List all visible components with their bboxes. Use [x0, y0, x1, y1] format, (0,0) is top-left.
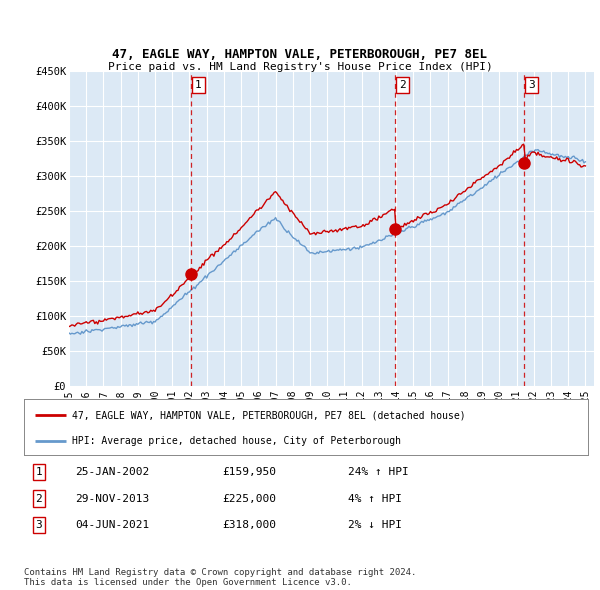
Text: 24% ↑ HPI: 24% ↑ HPI: [348, 467, 409, 477]
Text: 29-NOV-2013: 29-NOV-2013: [75, 494, 149, 503]
Text: 4% ↑ HPI: 4% ↑ HPI: [348, 494, 402, 503]
Text: 1: 1: [35, 467, 43, 477]
Text: 3: 3: [35, 520, 43, 530]
Text: 04-JUN-2021: 04-JUN-2021: [75, 520, 149, 530]
Text: 3: 3: [528, 80, 535, 90]
Text: 47, EAGLE WAY, HAMPTON VALE, PETERBOROUGH, PE7 8EL (detached house): 47, EAGLE WAY, HAMPTON VALE, PETERBOROUG…: [72, 410, 466, 420]
Text: 47, EAGLE WAY, HAMPTON VALE, PETERBOROUGH, PE7 8EL: 47, EAGLE WAY, HAMPTON VALE, PETERBOROUG…: [113, 48, 487, 61]
Text: £225,000: £225,000: [222, 494, 276, 503]
Text: HPI: Average price, detached house, City of Peterborough: HPI: Average price, detached house, City…: [72, 437, 401, 447]
Text: 2: 2: [399, 80, 406, 90]
Text: £318,000: £318,000: [222, 520, 276, 530]
Text: 2% ↓ HPI: 2% ↓ HPI: [348, 520, 402, 530]
Text: 2: 2: [35, 494, 43, 503]
Text: 25-JAN-2002: 25-JAN-2002: [75, 467, 149, 477]
Text: Contains HM Land Registry data © Crown copyright and database right 2024.
This d: Contains HM Land Registry data © Crown c…: [24, 568, 416, 587]
Text: £159,950: £159,950: [222, 467, 276, 477]
Text: Price paid vs. HM Land Registry's House Price Index (HPI): Price paid vs. HM Land Registry's House …: [107, 62, 493, 72]
Text: 1: 1: [195, 80, 202, 90]
